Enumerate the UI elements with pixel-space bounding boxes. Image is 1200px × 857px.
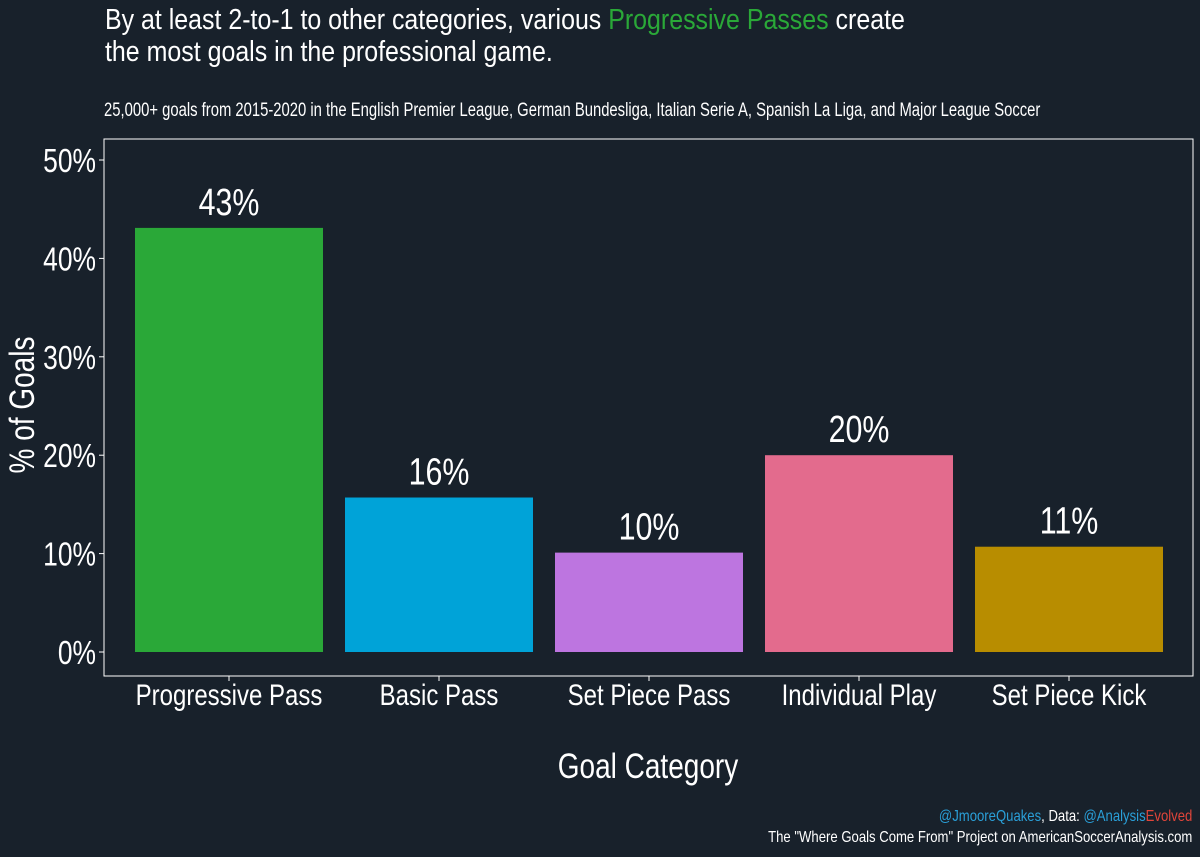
title-suffix: create	[828, 4, 905, 36]
title-prefix: By at least 2-to-1 to other categories, …	[105, 4, 609, 36]
x-tick-label: Set Piece Kick	[992, 677, 1147, 711]
x-tick-label: Basic Pass	[380, 677, 499, 711]
y-tick-label: 20%	[43, 438, 96, 474]
credit-source-b: Evolved	[1145, 808, 1192, 825]
credits: @JmooreQuakes, Data: @AnalysisEvolved Th…	[768, 806, 1192, 848]
y-axis-title: % of Goals	[2, 337, 42, 474]
bar-chart: 43% 16% 10% 20% 11% Progressive Pass Basic Pa…	[2, 138, 1194, 786]
credit-data-label: , Data:	[1040, 808, 1084, 825]
data-label: 43%	[199, 182, 260, 224]
y-tick-label: 10%	[43, 537, 96, 573]
credits-line2: The "Where Goals Come From" Project on A…	[767, 829, 1192, 846]
chart-subtitle: 25,000+ goals from 2015-2020 in the Engl…	[104, 100, 1041, 121]
y-tick-label: 30%	[43, 340, 96, 376]
x-tick-label: Set Piece Pass	[568, 677, 731, 711]
x-axis-title: Goal Category	[558, 746, 739, 786]
data-label: 10%	[619, 506, 680, 548]
x-tick-label: Individual Play	[782, 677, 937, 711]
title-line2: the most goals in the professional game.	[105, 36, 553, 68]
data-label: 11%	[1040, 501, 1099, 543]
data-label: 16%	[409, 451, 470, 493]
y-tick-label: 50%	[43, 143, 96, 179]
bar-basic-pass	[345, 497, 533, 652]
chart-title: By at least 2-to-1 to other categories, …	[105, 4, 965, 68]
bar-individual-play	[765, 455, 953, 652]
credits-line1: @JmooreQuakes, Data: @AnalysisEvolved	[768, 806, 1192, 827]
credit-source-a: @Analysis	[1083, 808, 1146, 825]
y-tick-label: 40%	[43, 242, 96, 278]
credit-author: @JmooreQuakes	[938, 808, 1041, 825]
y-tick-label: 0%	[58, 635, 96, 671]
x-tick-label: Progressive Pass	[136, 677, 323, 711]
data-label: 20%	[829, 409, 890, 451]
title-highlight: Progressive Passes	[608, 4, 829, 36]
bar-set-piece-pass	[555, 552, 743, 652]
bar-progressive-pass	[135, 227, 323, 652]
bar-set-piece-kick	[975, 546, 1163, 652]
